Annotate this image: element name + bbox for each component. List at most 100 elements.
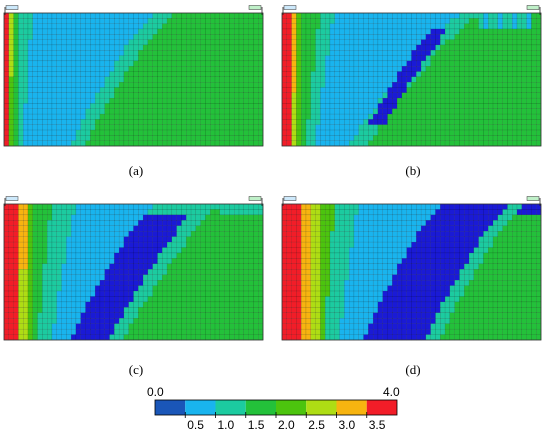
heatmap-cell bbox=[75, 269, 81, 275]
heatmap-cell bbox=[118, 323, 125, 330]
heatmap-cell bbox=[334, 103, 340, 109]
heatmap-cell bbox=[176, 280, 182, 286]
heatmap-cell bbox=[258, 214, 264, 221]
heatmap-cell bbox=[71, 76, 77, 83]
heatmap-cell bbox=[310, 66, 316, 72]
heatmap-cell bbox=[166, 87, 173, 94]
heatmap-cell bbox=[411, 76, 417, 83]
heatmap-cell bbox=[253, 119, 259, 125]
heatmap-cell bbox=[85, 307, 91, 314]
heatmap-cell bbox=[416, 23, 422, 30]
heatmap-cell bbox=[353, 92, 359, 99]
heatmap-cell bbox=[512, 140, 518, 147]
heatmap-cell bbox=[488, 34, 494, 40]
heatmap-cell bbox=[99, 263, 105, 270]
heatmap-cell bbox=[440, 76, 446, 83]
heatmap-cell bbox=[157, 236, 163, 243]
heatmap-cell bbox=[219, 140, 225, 147]
heatmap-cell bbox=[133, 203, 139, 210]
heatmap-cell bbox=[190, 203, 197, 210]
heatmap-cell bbox=[162, 252, 168, 259]
heatmap-cell bbox=[42, 296, 48, 303]
heatmap-cell bbox=[454, 203, 460, 210]
heatmap-cell bbox=[80, 124, 86, 131]
heatmap-cell bbox=[224, 23, 230, 30]
heatmap-cell bbox=[488, 290, 494, 297]
heatmap-cell bbox=[37, 328, 43, 335]
heatmap-cell bbox=[339, 225, 345, 232]
heatmap-cell bbox=[248, 236, 254, 243]
heatmap-cell bbox=[372, 124, 379, 131]
heatmap-cell bbox=[440, 28, 446, 35]
heatmap-cell bbox=[171, 318, 177, 324]
heatmap-cell bbox=[516, 135, 523, 141]
heatmap-cell bbox=[325, 231, 331, 237]
heatmap-cell bbox=[118, 71, 125, 78]
heatmap-cell bbox=[75, 220, 81, 226]
heatmap-cell bbox=[382, 28, 388, 35]
heatmap-cell bbox=[334, 18, 340, 24]
heatmap-cell bbox=[109, 269, 115, 275]
heatmap-cell bbox=[258, 312, 264, 319]
heatmap-cell bbox=[51, 296, 57, 303]
heatmap-cell bbox=[468, 12, 475, 19]
heatmap-cell bbox=[281, 23, 287, 30]
heatmap-cell bbox=[71, 18, 77, 24]
heatmap-cell bbox=[128, 92, 134, 99]
heatmap-cell bbox=[51, 97, 57, 104]
heatmap-cell bbox=[90, 71, 96, 78]
heatmap-cell bbox=[171, 263, 177, 270]
heatmap-cell bbox=[147, 108, 153, 115]
heatmap-cell bbox=[488, 71, 494, 78]
heatmap-cell bbox=[90, 108, 96, 115]
heatmap-cell bbox=[492, 92, 499, 99]
heatmap-cell bbox=[536, 60, 542, 67]
heatmap-cell bbox=[478, 214, 484, 221]
heatmap-cell bbox=[478, 129, 484, 136]
heatmap-cell bbox=[353, 124, 359, 131]
heatmap-cell bbox=[315, 129, 321, 136]
heatmap-cell bbox=[531, 97, 537, 104]
heatmap-cell bbox=[61, 274, 67, 281]
heatmap-cell bbox=[229, 39, 235, 46]
heatmap-cell bbox=[94, 124, 101, 131]
heatmap-cell bbox=[238, 269, 245, 275]
heatmap-cell bbox=[382, 66, 388, 72]
heatmap-cell bbox=[478, 290, 484, 297]
heatmap-cell bbox=[152, 82, 158, 88]
heatmap-cell bbox=[13, 87, 19, 94]
heatmap-cell bbox=[344, 92, 350, 99]
heatmap-cell bbox=[205, 119, 211, 125]
heatmap-cell bbox=[459, 60, 465, 67]
heatmap-cell bbox=[18, 214, 24, 221]
heatmap-cell bbox=[377, 119, 383, 125]
heatmap-cell bbox=[94, 66, 101, 72]
heatmap-cell bbox=[430, 247, 436, 254]
heatmap-cell bbox=[109, 274, 115, 281]
heatmap-cell bbox=[23, 334, 29, 341]
heatmap-cell bbox=[305, 87, 311, 94]
heatmap-cell bbox=[152, 92, 158, 99]
heatmap-cell bbox=[349, 274, 355, 281]
heatmap-cell bbox=[219, 60, 225, 67]
heatmap-cell bbox=[8, 34, 14, 40]
heatmap-cell bbox=[162, 328, 168, 335]
heatmap-cell bbox=[411, 18, 417, 24]
heatmap-cell bbox=[368, 66, 374, 72]
heatmap-cell bbox=[214, 214, 221, 221]
heatmap-cell bbox=[152, 28, 158, 35]
heatmap-cell bbox=[521, 290, 527, 297]
heatmap-cell bbox=[492, 214, 499, 221]
heatmap-cell bbox=[473, 290, 479, 297]
heatmap-cell bbox=[473, 97, 479, 104]
heatmap-cell bbox=[195, 318, 201, 324]
heatmap-cell bbox=[315, 203, 321, 210]
heatmap-cell bbox=[186, 318, 192, 324]
heatmap-cell bbox=[464, 66, 470, 72]
heatmap-cell bbox=[382, 50, 388, 56]
heatmap-cell bbox=[243, 119, 249, 125]
heatmap-cell bbox=[286, 103, 292, 109]
heatmap-cell bbox=[363, 66, 369, 72]
heatmap-cell bbox=[205, 290, 211, 297]
heatmap-cell bbox=[512, 113, 518, 120]
